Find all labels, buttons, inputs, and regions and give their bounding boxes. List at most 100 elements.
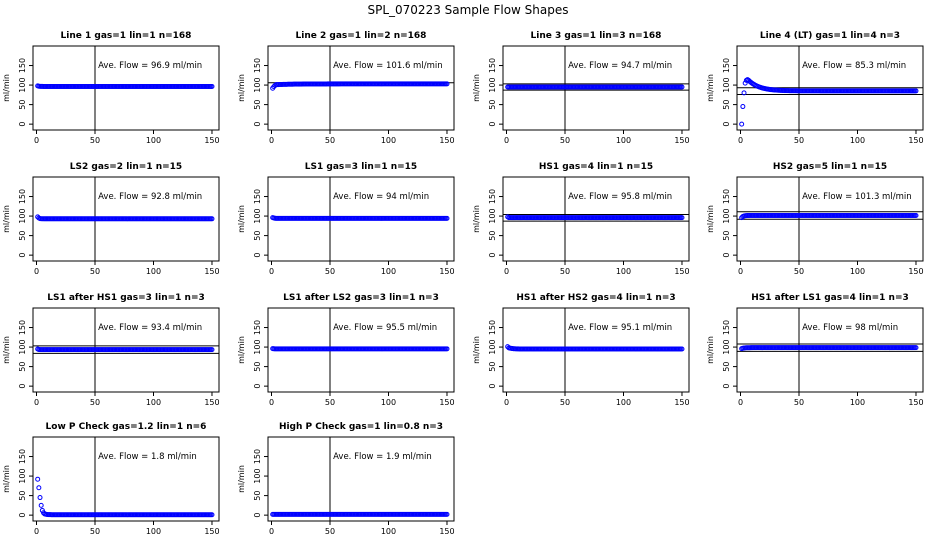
x-tick-label: 0	[34, 267, 39, 276]
y-tick-label: 0	[253, 384, 262, 389]
panel-title: Low P Check gas=1.2 lin=1 n=6	[46, 422, 207, 432]
plot-frame	[267, 436, 455, 522]
data-point	[913, 212, 919, 218]
y-tick-label: 0	[488, 122, 497, 127]
page-title: SPL_070223 Sample Flow Shapes	[367, 3, 568, 17]
x-tick-label: 50	[90, 136, 100, 145]
x-tick-label: 100	[381, 527, 396, 536]
y-tick-label: 0	[253, 513, 262, 518]
x-tick-label: 50	[560, 136, 570, 145]
y-tick-label: 100	[722, 339, 731, 354]
ave-flow-unit: ml/min	[400, 452, 432, 462]
data-point	[741, 90, 747, 96]
x-tick-label: 150	[439, 136, 454, 145]
y-tick-label: 150	[18, 449, 27, 464]
data-point	[37, 495, 43, 501]
plot-frame	[32, 307, 220, 393]
ave-flow-annotation: Ave. Flow = 94 ml/min	[333, 192, 429, 202]
ave-flow-value: 101.3	[855, 192, 879, 202]
y-tick-label: 50	[722, 231, 731, 241]
y-tick-label: 0	[18, 384, 27, 389]
ave-flow-annotation: Ave. Flow = 85.3 ml/min	[802, 61, 906, 71]
y-tick-label: 150	[488, 320, 497, 335]
y-tick-label: 150	[253, 449, 262, 464]
ave-flow-prefix: Ave. Flow =	[333, 323, 386, 333]
x-tick-label: 100	[146, 398, 161, 407]
ave-flow-unit: ml/min	[640, 61, 672, 71]
x-tick-label: 100	[381, 267, 396, 276]
panel-8: HS2 gas=5 lin=1 n=15 0 50 100 150 0 50 100 150 ml…	[706, 162, 924, 276]
y-tick-label: 50	[253, 491, 262, 501]
y-tick-label: 150	[722, 320, 731, 335]
x-tick-label: 50	[325, 398, 335, 407]
ave-flow-prefix: Ave. Flow =	[802, 61, 855, 71]
x-tick-label: 0	[738, 136, 743, 145]
data-point	[742, 80, 748, 86]
x-tick-label: 0	[504, 398, 509, 407]
ave-flow-unit: ml/min	[170, 323, 202, 333]
y-axis-label: ml/min	[237, 336, 246, 364]
y-tick-label: 50	[488, 362, 497, 372]
y-axis-label: ml/min	[237, 205, 246, 233]
ave-flow-value: 98	[855, 323, 866, 333]
panel-4: Line 4 (LT) gas=1 lin=4 n=3 0 50 100 150 0 50 1…	[706, 31, 924, 145]
panel-title: HS1 gas=4 lin=1 n=15	[539, 162, 653, 172]
y-axis-label: ml/min	[706, 336, 715, 364]
data-point	[444, 346, 450, 352]
plot-frame	[267, 45, 455, 131]
x-tick-label: 150	[908, 398, 923, 407]
data-series	[270, 511, 450, 517]
x-tick-label: 100	[850, 267, 865, 276]
ave-flow-annotation: Ave. Flow = 1.9 ml/min	[333, 452, 432, 462]
ave-flow-prefix: Ave. Flow =	[333, 452, 386, 462]
y-tick-label: 150	[722, 189, 731, 204]
data-series	[739, 212, 919, 221]
plot-frame	[32, 176, 220, 262]
x-tick-label: 50	[560, 398, 570, 407]
x-tick-label: 150	[674, 136, 689, 145]
y-tick-label: 50	[253, 231, 262, 241]
ave-flow-prefix: Ave. Flow =	[802, 192, 855, 202]
x-tick-label: 50	[325, 267, 335, 276]
y-tick-label: 150	[18, 320, 27, 335]
ave-flow-unit: ml/min	[640, 323, 672, 333]
ave-flow-annotation: Ave. Flow = 95.8 ml/min	[568, 192, 672, 202]
ave-flow-annotation: Ave. Flow = 93.4 ml/min	[98, 323, 202, 333]
ave-flow-annotation: Ave. Flow = 1.8 ml/min	[98, 452, 197, 462]
ave-flow-prefix: Ave. Flow =	[333, 192, 386, 202]
x-tick-label: 150	[674, 398, 689, 407]
y-axis-label: ml/min	[472, 336, 481, 364]
panel-2: Line 2 gas=1 lin=2 n=168 0 50 100 150 0 50 100 1…	[237, 31, 455, 145]
panel-13: Low P Check gas=1.2 lin=1 n=6 0 50 100 150 0 5…	[2, 422, 220, 536]
plot-frame	[502, 45, 690, 131]
ave-flow-value: 96.9	[151, 61, 170, 71]
x-tick-label: 50	[90, 267, 100, 276]
x-tick-label: 50	[794, 267, 804, 276]
panel-title: Line 1 gas=1 lin=1 n=168	[61, 31, 192, 41]
panel-6: LS1 gas=3 lin=1 n=15 0 50 100 150 0 50 100 150 ml…	[237, 162, 455, 276]
y-tick-label: 0	[488, 384, 497, 389]
ave-flow-prefix: Ave. Flow =	[98, 452, 151, 462]
y-tick-label: 150	[18, 189, 27, 204]
x-tick-label: 0	[34, 398, 39, 407]
ave-flow-unit: ml/min	[397, 192, 429, 202]
data-point	[444, 81, 450, 87]
data-point	[740, 104, 746, 110]
ave-flow-unit: ml/min	[165, 452, 197, 462]
plot-frame	[502, 307, 690, 393]
ave-flow-prefix: Ave. Flow =	[568, 192, 621, 202]
y-tick-label: 150	[18, 58, 27, 73]
y-axis-label: ml/min	[237, 465, 246, 493]
data-series	[505, 84, 685, 90]
x-tick-label: 100	[146, 267, 161, 276]
x-tick-label: 100	[616, 398, 631, 407]
ave-flow-prefix: Ave. Flow =	[568, 61, 621, 71]
ave-flow-annotation: Ave. Flow = 94.7 ml/min	[568, 61, 672, 71]
ave-flow-prefix: Ave. Flow =	[802, 323, 855, 333]
panel-title: Line 3 gas=1 lin=3 n=168	[531, 31, 662, 41]
data-point	[209, 347, 215, 353]
data-series	[35, 346, 215, 353]
y-axis-label: ml/min	[2, 336, 11, 364]
y-tick-label: 50	[18, 491, 27, 501]
y-axis-label: ml/min	[706, 205, 715, 233]
